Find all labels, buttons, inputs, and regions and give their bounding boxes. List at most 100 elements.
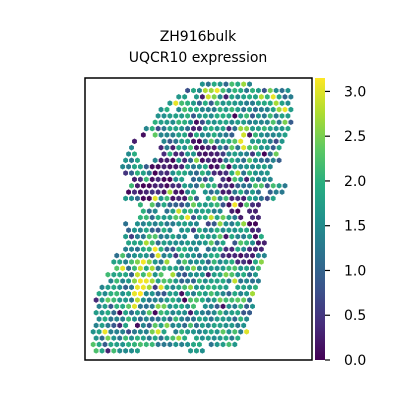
spot xyxy=(202,303,208,310)
spot xyxy=(226,214,232,221)
spot xyxy=(102,341,108,348)
spot xyxy=(232,303,238,310)
spot xyxy=(120,163,126,170)
spot xyxy=(247,284,252,291)
spot xyxy=(273,100,279,106)
spot xyxy=(235,157,241,164)
spot xyxy=(214,113,220,119)
spot xyxy=(196,87,202,94)
spot xyxy=(205,170,211,176)
spot xyxy=(220,252,226,259)
spot xyxy=(226,278,232,284)
spot xyxy=(143,125,149,132)
spot xyxy=(202,151,208,157)
spot xyxy=(102,316,108,322)
spot xyxy=(214,303,220,310)
spot xyxy=(267,163,273,170)
spot xyxy=(253,233,258,240)
spot xyxy=(155,214,161,221)
spot xyxy=(214,290,220,297)
spot xyxy=(217,157,223,164)
spot xyxy=(199,335,205,341)
spot xyxy=(232,240,238,246)
spot xyxy=(194,182,199,189)
spot xyxy=(223,297,229,303)
spot xyxy=(267,100,273,106)
spot xyxy=(140,132,146,138)
spot xyxy=(164,221,170,227)
spot xyxy=(170,170,176,176)
spot xyxy=(220,176,226,183)
spot xyxy=(93,297,99,303)
spot xyxy=(244,252,250,259)
spot xyxy=(214,278,220,284)
spot xyxy=(152,284,158,291)
spot xyxy=(129,182,134,189)
spot xyxy=(282,182,288,189)
spot xyxy=(105,284,111,291)
spot xyxy=(256,189,261,195)
spot xyxy=(129,348,134,354)
spot xyxy=(129,284,134,291)
spot xyxy=(188,106,193,113)
spot xyxy=(182,132,188,138)
spot xyxy=(123,297,129,303)
spot xyxy=(256,265,261,272)
spot xyxy=(282,132,288,138)
spot xyxy=(135,271,140,278)
spot xyxy=(217,106,223,113)
spot xyxy=(253,271,258,278)
spot xyxy=(196,138,202,145)
spot xyxy=(117,348,123,354)
spot xyxy=(208,278,214,284)
spot xyxy=(185,303,191,310)
spot xyxy=(111,348,117,354)
spot xyxy=(196,252,202,259)
spot xyxy=(140,208,146,214)
spot xyxy=(137,201,143,208)
spot xyxy=(238,138,244,145)
spot xyxy=(164,335,170,341)
spot xyxy=(258,259,264,265)
spot xyxy=(167,125,173,132)
spot xyxy=(214,240,220,246)
spot xyxy=(223,195,229,202)
spot xyxy=(123,259,129,265)
spot xyxy=(191,151,196,157)
spot xyxy=(129,170,134,176)
spot xyxy=(217,119,223,126)
spot xyxy=(229,195,235,202)
spot xyxy=(123,233,129,240)
spot xyxy=(238,303,244,310)
spot xyxy=(196,278,202,284)
spot xyxy=(205,106,211,113)
spot xyxy=(179,328,185,335)
spot xyxy=(135,170,140,176)
spot xyxy=(185,240,191,246)
spot xyxy=(247,106,252,113)
spot xyxy=(205,182,211,189)
spot xyxy=(170,271,176,278)
spot xyxy=(176,246,182,253)
spot xyxy=(143,341,149,348)
spot xyxy=(170,208,176,214)
spot xyxy=(241,246,247,253)
spot xyxy=(232,125,238,132)
spot xyxy=(146,221,152,227)
spot xyxy=(179,290,185,297)
spot xyxy=(229,157,235,164)
spot xyxy=(143,252,149,259)
spot xyxy=(220,214,226,221)
spot xyxy=(241,221,247,227)
spot xyxy=(256,252,261,259)
spot xyxy=(158,335,164,341)
spot xyxy=(137,163,143,170)
spot xyxy=(273,87,279,94)
spot xyxy=(158,309,164,316)
spot xyxy=(129,195,134,202)
spot xyxy=(247,119,252,126)
spot xyxy=(196,176,202,183)
spot xyxy=(208,100,214,106)
spot xyxy=(152,246,158,253)
spot xyxy=(108,290,114,297)
